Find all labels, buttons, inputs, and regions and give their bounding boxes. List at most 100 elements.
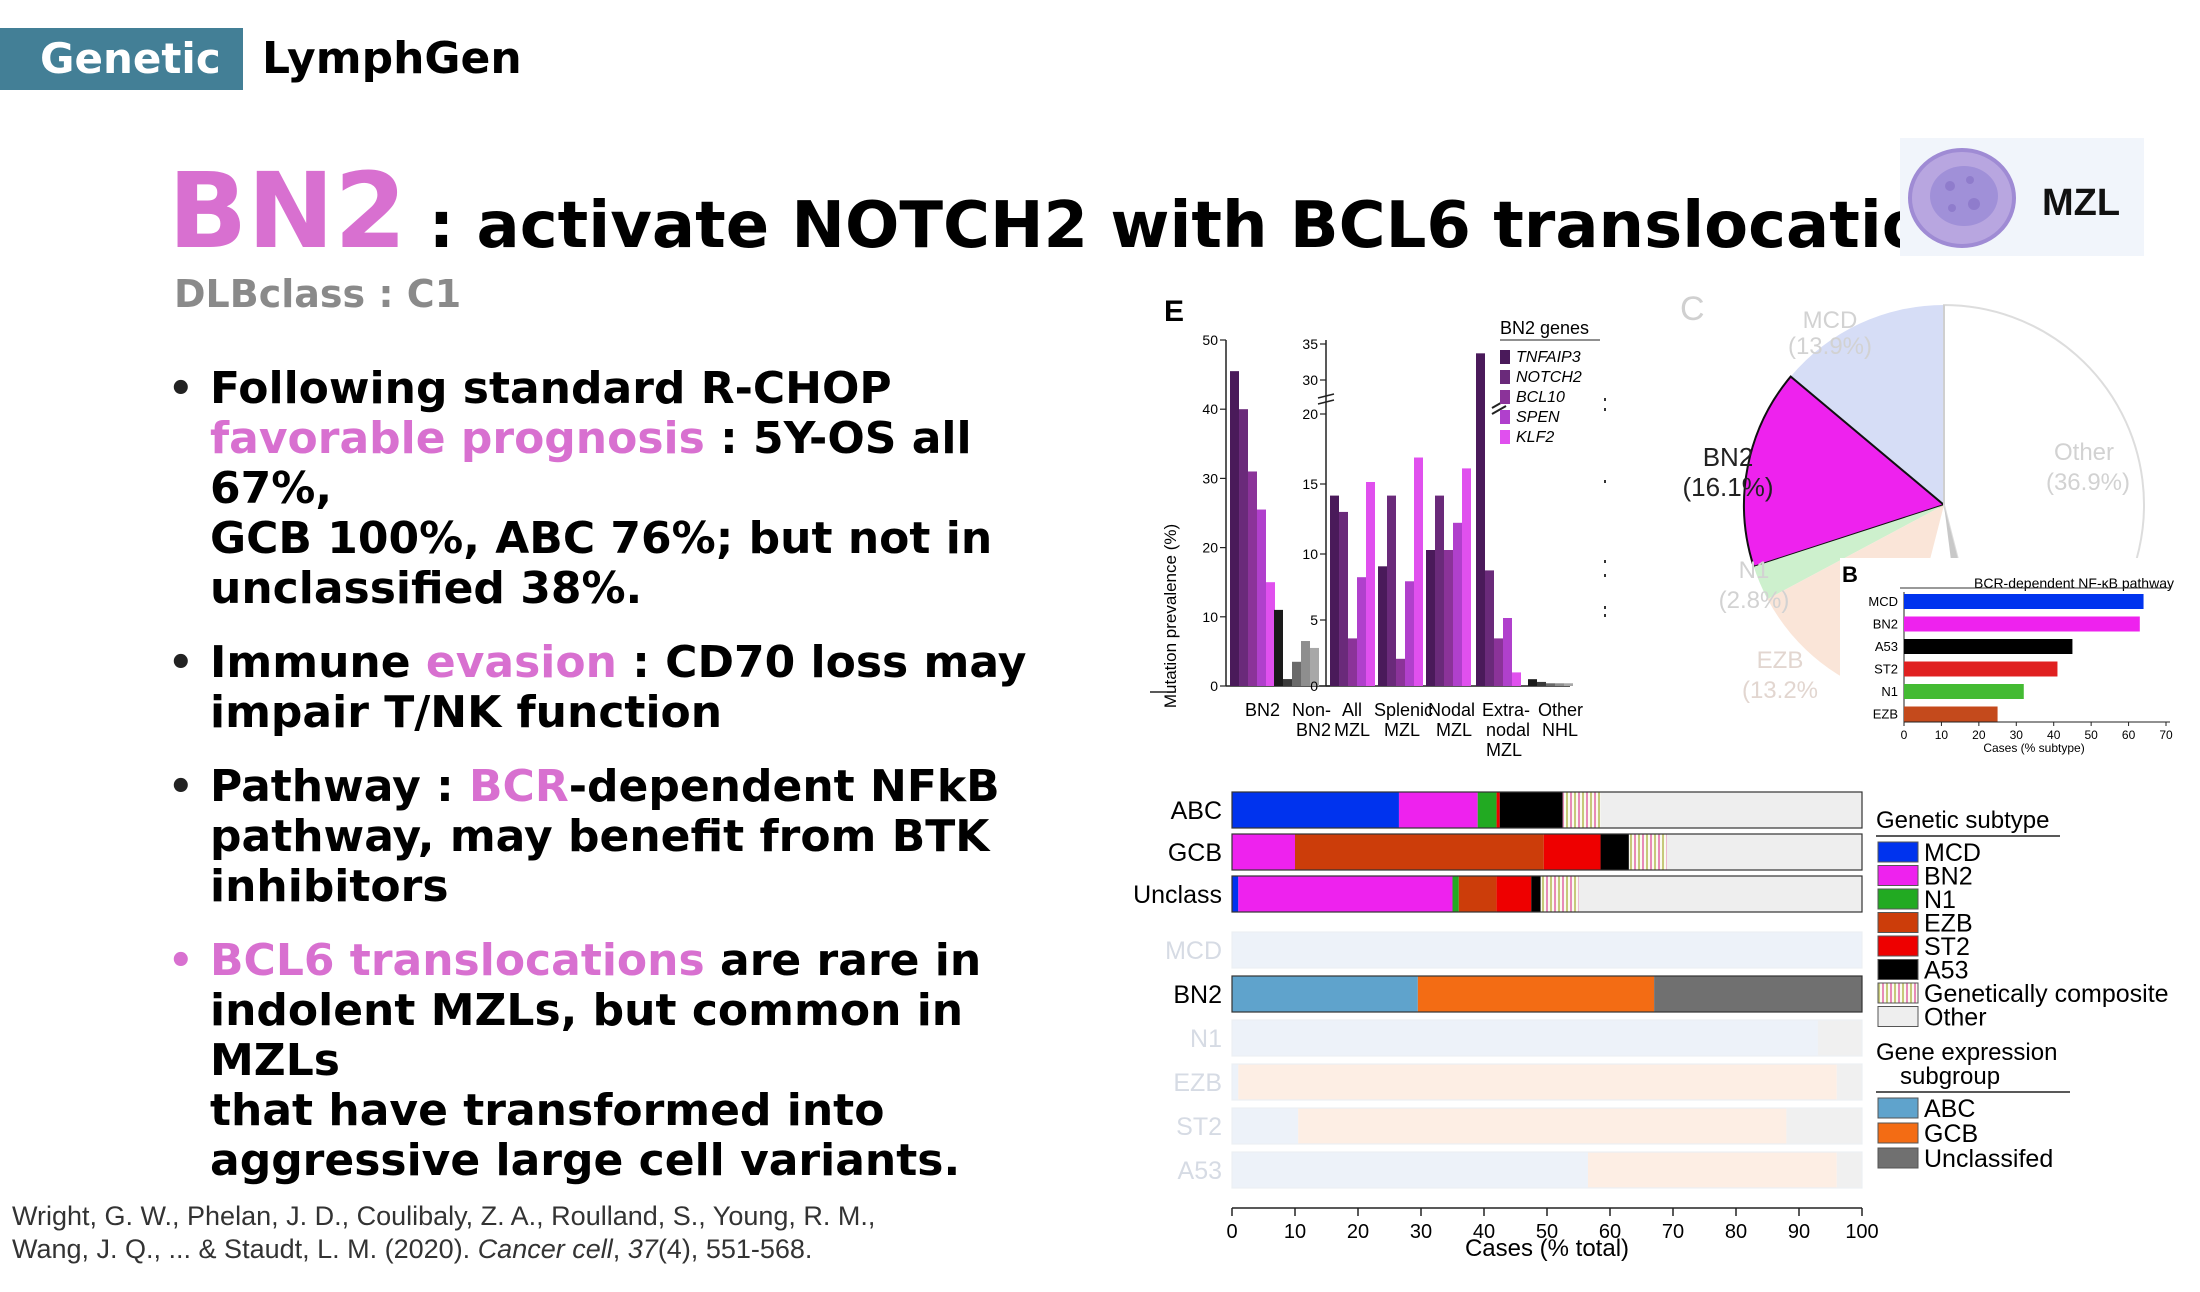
segment-a53 — [1600, 834, 1629, 870]
segment-unclassifed — [1836, 1064, 1862, 1100]
segment-composite — [1562, 792, 1601, 828]
section-title: LymphGen — [262, 33, 522, 84]
title-rest: : activate NOTCH2 with BCL6 translocatio… — [428, 189, 1972, 263]
legend-label: Other — [1924, 1004, 1987, 1032]
legend-swatch — [1877, 912, 1919, 933]
bar — [1310, 647, 1319, 686]
tick-label: 40 — [1473, 1221, 1495, 1243]
group-label: Nodal — [1428, 700, 1475, 720]
panel-b-title: BCR-dependent NF-κB pathway — [1974, 575, 2174, 591]
bar — [1230, 371, 1239, 686]
stacked-ticks: 0 10 20 30 40 50 60 70 80 90 100 — [1226, 1208, 1879, 1243]
tick-label: 40 — [2047, 728, 2061, 742]
legend-label: NOTCH2 — [1516, 369, 1582, 386]
legend-expr-title: Gene expression — [1876, 1039, 2057, 1066]
group-label: MZL — [1436, 720, 1472, 740]
row-label: Unclass — [1133, 881, 1222, 909]
highlight-text: BCR — [469, 761, 569, 812]
row-outline — [1231, 975, 1863, 1013]
legend-label: A53 — [1924, 957, 1968, 985]
legend-label: ABC — [1924, 1095, 1975, 1123]
segment-unclassifed — [1786, 1108, 1862, 1144]
tick-label: 10 — [1202, 609, 1218, 625]
bar — [1528, 679, 1537, 686]
mzl-badge — [1900, 138, 2144, 256]
legend-swatch — [1877, 865, 1919, 886]
bullet-text: Immune — [210, 637, 426, 688]
segment-bn2 — [1232, 834, 1295, 870]
bar — [1348, 638, 1357, 686]
segment-gcb — [1298, 1108, 1787, 1144]
bar — [1357, 577, 1366, 686]
legend-swatch — [1877, 982, 1919, 1004]
bar — [1274, 609, 1283, 686]
row-label: MCD — [1165, 937, 1222, 965]
segment-other — [1600, 792, 1862, 828]
highlight-text: BCL6 translocations — [210, 935, 705, 986]
bar — [1339, 511, 1348, 686]
bullet-dot: • — [168, 640, 194, 686]
bar — [1266, 582, 1275, 686]
left-ticks: 50 40 30 20 10 0 — [1202, 332, 1226, 694]
bar — [1453, 522, 1462, 686]
panel-b-ticks: 0 10 20 30 40 50 60 70 — [1901, 722, 2173, 742]
bar — [1257, 509, 1266, 686]
highlight-text: evasion — [425, 637, 617, 688]
category-label: A53 — [1875, 639, 1898, 654]
segment-st2 — [1496, 876, 1532, 912]
tick-label: 40 — [1202, 401, 1218, 417]
bullet-line: that have transformed into — [210, 1085, 885, 1136]
right-bars — [1330, 353, 1573, 686]
segment-a53 — [1531, 876, 1541, 912]
bullet-text: : 5Y-OS all 67%, — [210, 413, 972, 514]
legend-swatch — [1500, 390, 1510, 404]
group-label: Splenic — [1374, 700, 1433, 720]
bar — [1378, 566, 1387, 686]
tick-label: 50 — [1202, 332, 1218, 348]
segment-abc — [1232, 1020, 1818, 1056]
legend-label: BCL10 — [1516, 389, 1565, 406]
segment-other — [1666, 834, 1862, 870]
axis-break — [1317, 393, 1335, 405]
segment-ezb — [1295, 834, 1544, 870]
bullet-line: Immune evasion : CD70 loss may — [210, 638, 1068, 688]
pie-pct-n1: (2.8%) — [1719, 587, 1790, 614]
tick-label: 10 — [1302, 546, 1318, 562]
tick-label: 20 — [1347, 1221, 1369, 1243]
panel-b-label: B — [1842, 562, 1858, 587]
right-ticks: 35 30 20 15 10 5 0 — [1302, 336, 1326, 694]
title-bn2: BN2 — [168, 150, 407, 272]
legend-label: BN2 — [1924, 863, 1973, 891]
bullet-line: aggressive large cell variants. — [210, 1135, 961, 1186]
bar — [1904, 594, 2144, 609]
row-label: A53 — [1178, 1157, 1222, 1185]
tick-label: 20 — [1202, 540, 1218, 556]
bar — [1904, 616, 2140, 632]
legend-label: SPEN — [1516, 409, 1560, 426]
segment-st2 — [1496, 792, 1500, 828]
segment-composite — [1628, 834, 1667, 870]
segment-unclassifed — [1836, 1152, 1862, 1188]
bar — [1444, 550, 1453, 686]
bullet-immune: • Immune evasion : CD70 loss may impair … — [168, 638, 1068, 738]
legend-swatch — [1877, 1097, 1919, 1119]
category-label: ST2 — [1874, 662, 1898, 677]
bullet-line: pathway, may benefit from BTK — [210, 811, 990, 862]
segment-unclassifed — [1817, 1020, 1862, 1056]
panel-b-xlabel: Cases (% subtype) — [1983, 741, 2084, 755]
segment-abc — [1232, 1108, 1299, 1144]
pie-label-n1: N1 — [1739, 557, 1770, 584]
tick-label: 0 — [1901, 728, 1908, 742]
legend-label: ST2 — [1924, 933, 1970, 961]
segment-mcd — [1232, 876, 1239, 912]
group-label: BN2 — [1245, 700, 1280, 720]
legend-swatch — [1500, 350, 1510, 364]
bar — [1904, 639, 2073, 654]
legend-swatch — [1877, 1122, 1919, 1144]
legend-expr-title: subgroup — [1900, 1063, 2000, 1090]
group-label: Extra- — [1482, 700, 1530, 720]
citation-journal: Cancer cell — [477, 1234, 613, 1264]
